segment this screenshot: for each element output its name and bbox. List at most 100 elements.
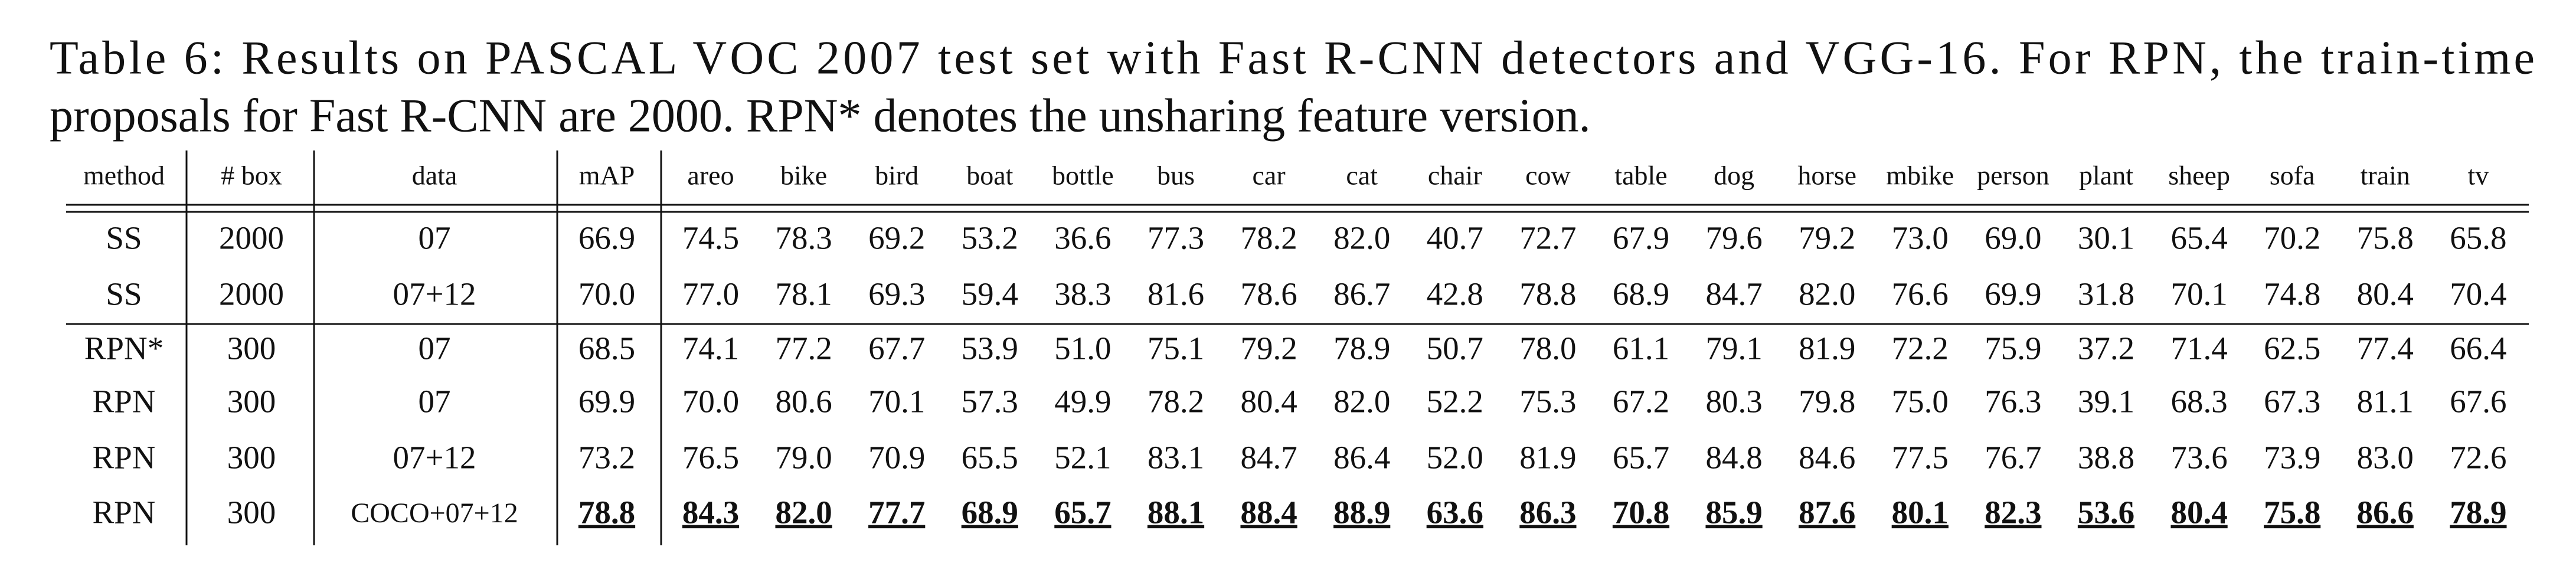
table-cell: 72.7 bbox=[1519, 220, 1576, 256]
table-cell: 73.0 bbox=[1892, 220, 1949, 256]
table-cell: 80.4 bbox=[1240, 384, 1297, 420]
table-cell: 300 bbox=[227, 330, 276, 366]
table-cell: 31.8 bbox=[2078, 276, 2134, 312]
table-cell: 39.1 bbox=[2078, 384, 2134, 420]
table-cell: 65.4 bbox=[2170, 220, 2227, 256]
table-cell: 78.1 bbox=[775, 276, 832, 312]
table-cell: 07+12 bbox=[393, 276, 476, 312]
table-cell: 70.9 bbox=[868, 440, 925, 476]
table-cell: 70.4 bbox=[2450, 276, 2506, 312]
table-cell: 77.5 bbox=[1892, 440, 1949, 476]
table-cell: 40.7 bbox=[1427, 220, 1483, 256]
table-cell: 37.2 bbox=[2078, 330, 2134, 366]
table-cell: 70.8 bbox=[1613, 495, 1669, 531]
header-cell: person bbox=[1977, 161, 2049, 191]
table-cell: 65.8 bbox=[2450, 220, 2506, 256]
header-cell: mAP bbox=[579, 161, 635, 191]
table-cell: 68.9 bbox=[962, 495, 1018, 531]
table-cell: RPN bbox=[93, 384, 156, 420]
table-cell: 84.7 bbox=[1240, 440, 1297, 476]
header-cell: bus bbox=[1157, 161, 1195, 191]
table-cell: 66.9 bbox=[578, 220, 635, 256]
table-cell: 82.0 bbox=[1799, 276, 1855, 312]
table-cell: 66.4 bbox=[2450, 330, 2506, 366]
table-cell: 72.2 bbox=[1892, 330, 1949, 366]
table-cell: 78.8 bbox=[1519, 276, 1576, 312]
table-cell: 88.1 bbox=[1148, 495, 1204, 531]
table-cell: 75.8 bbox=[2264, 495, 2320, 531]
table-cell: 67.7 bbox=[868, 330, 925, 366]
table-cell: 300 bbox=[227, 384, 276, 420]
header-cell: data bbox=[412, 161, 457, 191]
table-cell: RPN bbox=[93, 495, 156, 531]
table-cell: 76.3 bbox=[1985, 384, 2041, 420]
caption-line: Table 6: Results on PASCAL VOC 2007 test… bbox=[50, 32, 2535, 84]
table-cell: 80.3 bbox=[1705, 384, 1762, 420]
header-cell: tv bbox=[2468, 161, 2489, 191]
table-cell: 78.6 bbox=[1240, 276, 1297, 312]
header-cell: bike bbox=[780, 161, 827, 191]
table-cell: 67.2 bbox=[1613, 384, 1669, 420]
table-cell: 81.1 bbox=[2357, 384, 2414, 420]
table-cell: 75.0 bbox=[1892, 384, 1949, 420]
table-cell: 70.1 bbox=[2170, 276, 2227, 312]
table-cell: 81.6 bbox=[1148, 276, 1204, 312]
table-cell: 69.0 bbox=[1985, 220, 2041, 256]
table-cell: RPN* bbox=[84, 330, 164, 366]
table-cell: 80.4 bbox=[2357, 276, 2414, 312]
table-cell: 07 bbox=[419, 220, 451, 256]
table-cell: 07 bbox=[419, 330, 451, 366]
table-cell: 79.6 bbox=[1705, 220, 1762, 256]
table-cell: 70.1 bbox=[868, 384, 925, 420]
table-cell: 07 bbox=[419, 384, 451, 420]
header-cell: plant bbox=[2079, 161, 2133, 191]
table-cell: 73.2 bbox=[578, 440, 635, 476]
table-cell: 74.8 bbox=[2264, 276, 2320, 312]
table-cell: 83.1 bbox=[1148, 440, 1204, 476]
table-cell: 78.0 bbox=[1519, 330, 1576, 366]
table-cell: 79.1 bbox=[1705, 330, 1762, 366]
table-cell: 69.9 bbox=[578, 384, 635, 420]
table-cell: 70.0 bbox=[682, 384, 739, 420]
table-cell: 74.1 bbox=[682, 330, 739, 366]
table-cell: 73.6 bbox=[2170, 440, 2227, 476]
table-cell: 68.5 bbox=[578, 330, 635, 366]
table-cell: 52.0 bbox=[1427, 440, 1483, 476]
header-cell: sheep bbox=[2168, 161, 2230, 191]
table-cell: 52.2 bbox=[1427, 384, 1483, 420]
table-cell: 77.2 bbox=[775, 330, 832, 366]
table-cell: 67.3 bbox=[2264, 384, 2320, 420]
table-cell: RPN bbox=[93, 440, 156, 476]
table-cell: 75.9 bbox=[1985, 330, 2041, 366]
table-cell: 51.0 bbox=[1054, 330, 1111, 366]
table-cell: 82.0 bbox=[1333, 220, 1390, 256]
table-cell: 86.7 bbox=[1333, 276, 1390, 312]
table-cell: 300 bbox=[227, 495, 276, 531]
table-cell: SS bbox=[106, 276, 142, 312]
table-cell: 84.6 bbox=[1799, 440, 1855, 476]
header-cell: cat bbox=[1346, 161, 1378, 191]
table-cell: 78.9 bbox=[1333, 330, 1390, 366]
table-cell: 69.2 bbox=[868, 220, 925, 256]
table-cell: 88.9 bbox=[1333, 495, 1390, 531]
header-cell: mbike bbox=[1886, 161, 1954, 191]
table-cell: 80.4 bbox=[2170, 495, 2227, 531]
table-cell: 77.4 bbox=[2357, 330, 2414, 366]
table-cell: 72.6 bbox=[2450, 440, 2506, 476]
table-cell: 61.1 bbox=[1613, 330, 1669, 366]
table-cell: 59.4 bbox=[962, 276, 1018, 312]
table-cell: 65.7 bbox=[1054, 495, 1111, 531]
table-cell: 38.3 bbox=[1054, 276, 1111, 312]
table-cell: 84.7 bbox=[1705, 276, 1762, 312]
table-cell: 75.3 bbox=[1519, 384, 1576, 420]
header-cell: car bbox=[1253, 161, 1286, 191]
table-cell: 78.2 bbox=[1148, 384, 1204, 420]
table-cell: 84.3 bbox=[682, 495, 739, 531]
table-rules bbox=[66, 150, 2529, 545]
table-cell: 36.6 bbox=[1054, 220, 1111, 256]
table-cell: 42.8 bbox=[1427, 276, 1483, 312]
table-cell: 2000 bbox=[219, 220, 284, 256]
table-cell: 77.0 bbox=[682, 276, 739, 312]
table-cell: 80.6 bbox=[775, 384, 832, 420]
table-cell: 50.7 bbox=[1427, 330, 1483, 366]
